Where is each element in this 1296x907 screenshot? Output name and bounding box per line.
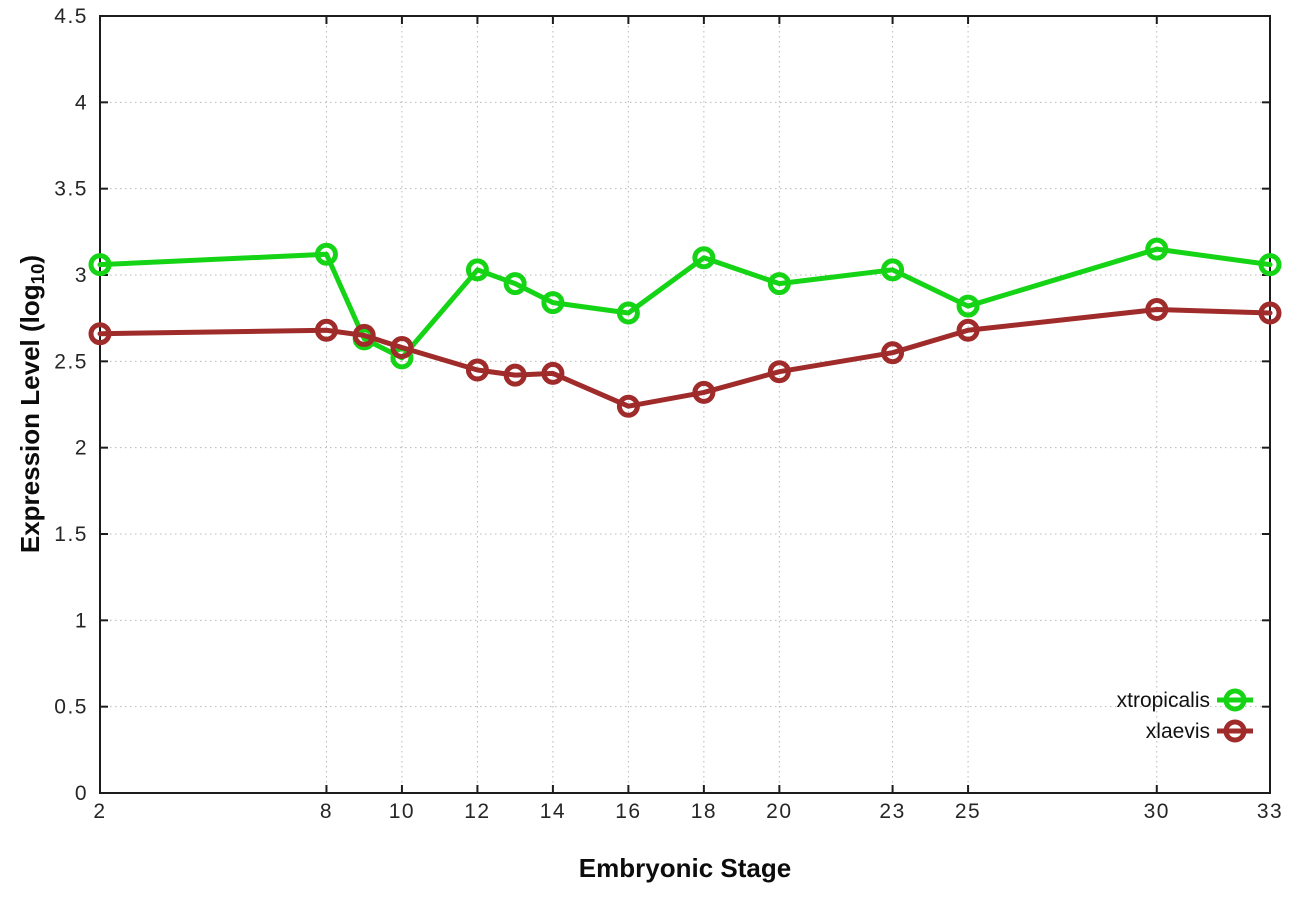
x-tick-label: 25: [955, 800, 981, 823]
data-point-marker-xtropicalis: [692, 246, 716, 270]
x-tick-label: 16: [615, 800, 641, 823]
data-point-marker-xtropicalis: [465, 258, 489, 282]
data-point-marker-xtropicalis: [503, 272, 527, 296]
y-axis-title: Expression Level (log10): [0, 4, 60, 804]
tick-marks: [99, 15, 1271, 794]
x-tick-label: 10: [389, 800, 415, 823]
legend-samples: [1217, 688, 1253, 743]
tick-labels: 2 8 10 12 14 16 18 20 23 25 30 33 0 0.5 1 1.5 2 2.5 3 3.5 4 4…: [54, 5, 1283, 823]
series-line-xtropicalis: [97, 246, 1273, 361]
data-point-marker-xtropicalis: [767, 272, 791, 296]
y-tick-label: 0.5: [54, 696, 88, 719]
data-point-marker-xtropicalis: [881, 258, 905, 282]
data-point-marker-xlaevis: [1145, 298, 1169, 322]
data-point-marker-xtropicalis: [314, 242, 338, 266]
plot-border-rect: [99, 15, 1271, 794]
x-tick-label: 33: [1257, 800, 1283, 823]
data-point-marker-xtropicalis: [541, 291, 565, 315]
data-point-marker-xlaevis: [767, 360, 791, 384]
x-tick-label: 14: [540, 800, 566, 823]
data-point-marker-xtropicalis: [956, 294, 980, 318]
legend: xtropicalis xlaevis: [1117, 688, 1253, 743]
y-tick-label: 3.5: [54, 178, 88, 201]
data-point-marker-xtropicalis: [88, 253, 112, 277]
x-tick-label: 8: [320, 800, 333, 823]
x-tick-label: 23: [879, 800, 905, 823]
y-axis-title-subscript: 10: [27, 263, 49, 285]
x-tick-label: 30: [1144, 800, 1170, 823]
x-axis-title: Embryonic Stage: [578, 853, 792, 883]
plot-border: [99, 15, 1271, 794]
x-tick-label: 12: [464, 800, 490, 823]
series-line-xlaevis: [97, 307, 1273, 409]
data-point-marker-xlaevis: [390, 336, 414, 360]
y-tick-label: 2: [75, 437, 88, 460]
legend-sample-marker-xtropicalis: [1223, 688, 1247, 712]
y-tick-label: 3: [75, 264, 88, 287]
data-point-marker-xlaevis: [465, 358, 489, 382]
y-tick-label: 1: [75, 609, 88, 632]
legend-label-xtropicalis: xtropicalis: [1117, 689, 1210, 712]
data-point-marker-xlaevis: [503, 363, 527, 387]
y-axis-title-prefix: Expression Level (log: [15, 284, 45, 554]
data-point-marker-xlaevis: [541, 361, 565, 385]
x-tick-label: 20: [766, 800, 792, 823]
y-tick-label: 4.5: [54, 5, 88, 28]
data-point-marker-xlaevis: [314, 318, 338, 342]
legend-label-xlaevis: xlaevis: [1146, 720, 1210, 743]
data-point-marker-xlaevis: [881, 341, 905, 365]
x-tick-label: 2: [93, 800, 106, 823]
y-axis-title-suffix: ): [15, 254, 45, 264]
gridlines: [100, 16, 1270, 793]
data-series: [88, 237, 1282, 418]
data-point-marker-xlaevis: [88, 322, 112, 346]
y-tick-label: 4: [75, 91, 88, 114]
data-point-marker-xlaevis: [692, 380, 716, 404]
data-point-marker-xlaevis: [616, 394, 640, 418]
x-tick-label: 18: [691, 800, 717, 823]
data-point-marker-xlaevis: [956, 318, 980, 342]
y-tick-label: 0: [75, 782, 88, 805]
data-point-marker-xlaevis: [1258, 301, 1282, 325]
y-tick-label: 2.5: [54, 350, 88, 373]
data-point-marker-xtropicalis: [1145, 237, 1169, 261]
data-point-marker-xtropicalis: [1258, 253, 1282, 277]
legend-sample-marker-xlaevis: [1223, 719, 1247, 743]
data-point-marker-xlaevis: [352, 323, 376, 347]
data-point-marker-xtropicalis: [616, 301, 640, 325]
y-tick-label: 1.5: [54, 523, 88, 546]
